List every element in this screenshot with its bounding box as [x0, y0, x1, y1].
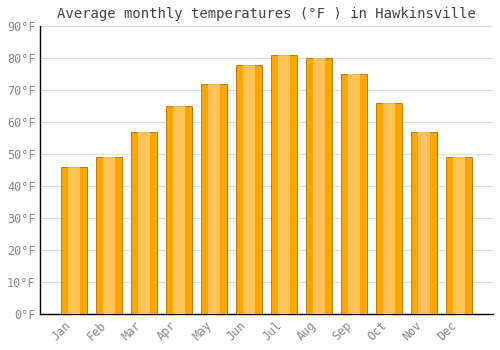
Title: Average monthly temperatures (°F ) in Hawkinsville: Average monthly temperatures (°F ) in Ha…: [58, 7, 476, 21]
Bar: [201, 84, 228, 314]
Bar: [173, 106, 185, 314]
Bar: [306, 58, 332, 314]
Bar: [341, 74, 367, 314]
Bar: [278, 55, 290, 314]
Bar: [61, 167, 87, 314]
Bar: [454, 157, 466, 314]
Bar: [244, 65, 255, 314]
Bar: [103, 157, 115, 314]
Bar: [208, 84, 220, 314]
Bar: [138, 132, 150, 314]
Bar: [446, 157, 472, 314]
Bar: [131, 132, 157, 314]
Bar: [314, 58, 325, 314]
Bar: [418, 132, 430, 314]
Bar: [384, 103, 395, 314]
Bar: [411, 132, 438, 314]
Bar: [236, 65, 262, 314]
Bar: [271, 55, 297, 314]
Bar: [166, 106, 192, 314]
Bar: [68, 167, 80, 314]
Bar: [376, 103, 402, 314]
Bar: [348, 74, 360, 314]
Bar: [96, 157, 122, 314]
